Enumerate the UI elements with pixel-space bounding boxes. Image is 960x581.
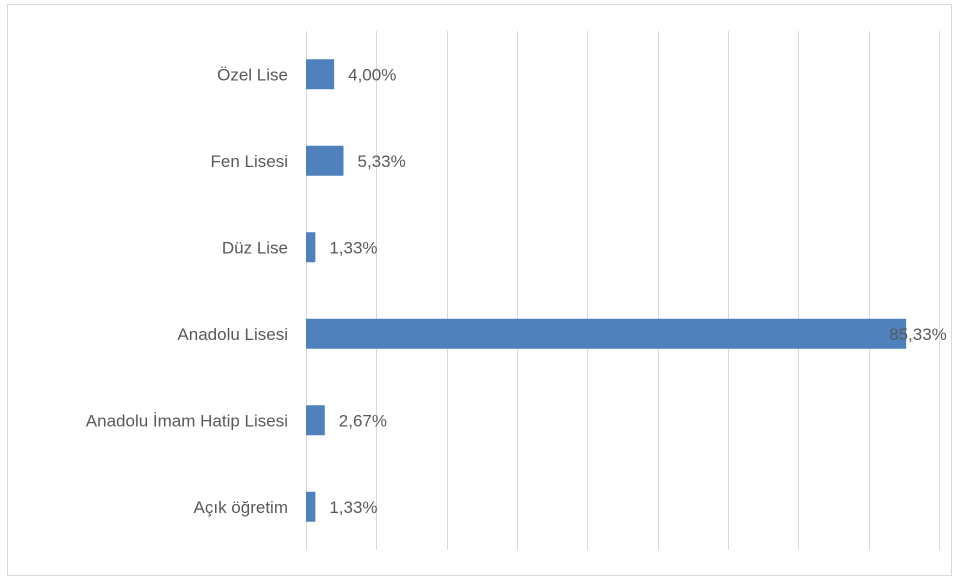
- data-labels: 4,00% 5,33% 1,33% 85,33% 2,67% 1,33%: [329, 65, 946, 517]
- bar: [306, 232, 316, 263]
- bars: [306, 59, 907, 522]
- data-label: 1,33%: [329, 498, 377, 517]
- category-label: Düz Lise: [222, 238, 288, 257]
- category-label: Fen Lisesi: [211, 152, 288, 171]
- bar: [306, 59, 335, 90]
- category-label: Özel Lise: [217, 65, 288, 84]
- bar: [306, 405, 325, 436]
- category-label: Açık öğretim: [194, 498, 288, 517]
- bar: [306, 491, 316, 522]
- category-labels: Özel Lise Fen Lisesi Düz Lise Anadolu Lises…: [86, 65, 288, 517]
- chart-frame: Özel Lise Fen Lisesi Düz Lise Anadolu Lises…: [7, 4, 952, 576]
- data-label: 85,33%: [889, 325, 947, 344]
- data-label: 4,00%: [348, 65, 396, 84]
- bar: [306, 318, 907, 349]
- category-label: Anadolu İmam Hatip Lisesi: [86, 411, 288, 430]
- bar: [306, 145, 344, 176]
- data-label: 5,33%: [357, 152, 405, 171]
- data-label: 2,67%: [339, 411, 387, 430]
- gridlines: [306, 31, 940, 550]
- data-label: 1,33%: [329, 238, 377, 257]
- category-label: Anadolu Lisesi: [177, 325, 288, 344]
- bar-chart: Özel Lise Fen Lisesi Düz Lise Anadolu Lises…: [86, 31, 947, 550]
